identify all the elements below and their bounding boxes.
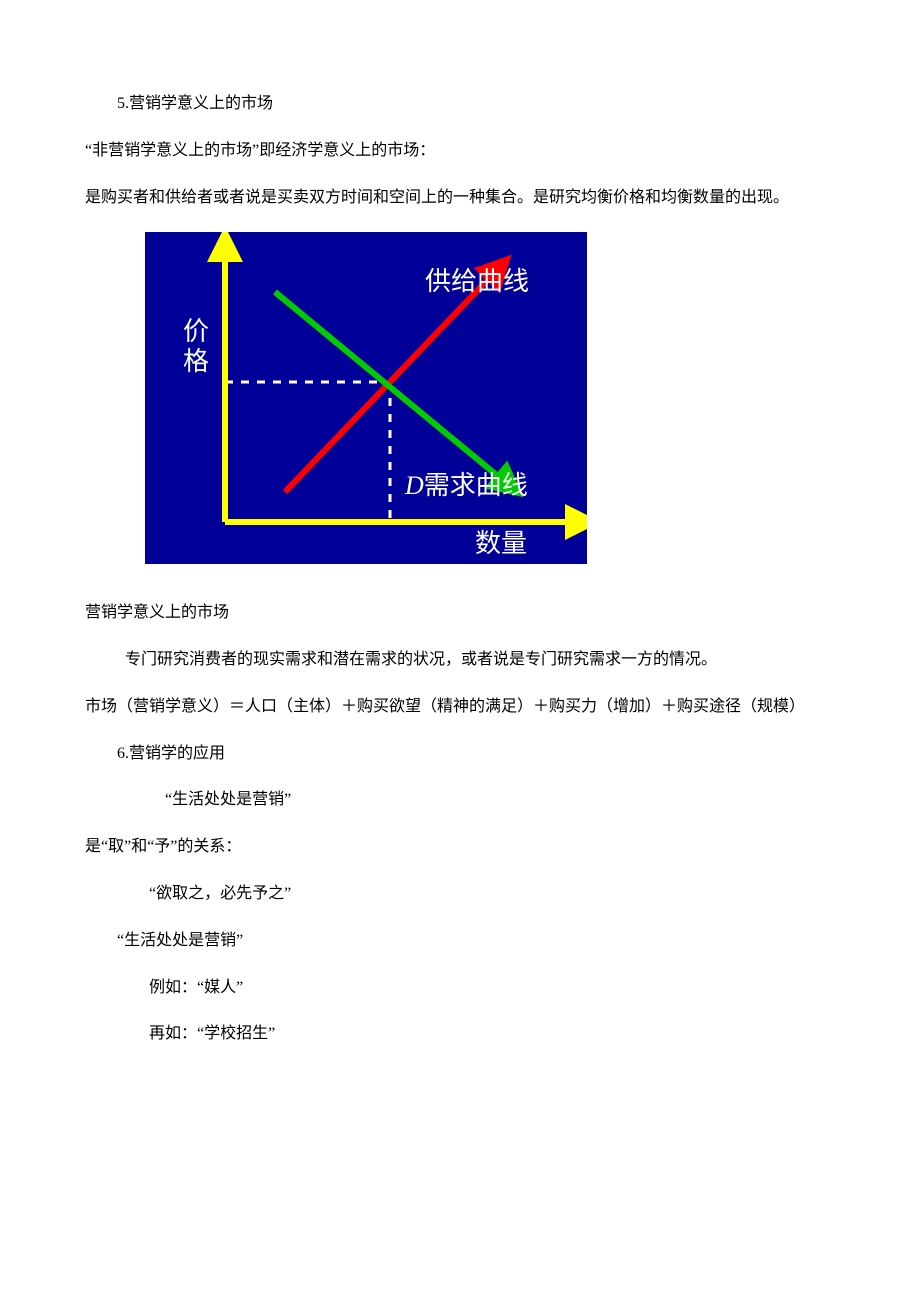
marketing-market-formula: 市场（营销学意义）＝人口（主体）＋购买欲望（精神的满足）＋购买力（增加）＋购买途… <box>85 693 835 722</box>
example-matchmaker: 例如：“媒人” <box>85 974 835 1003</box>
supply-demand-svg: 价格数量 供给曲线 D需求曲线 <box>145 232 587 564</box>
quote-life-marketing-1: “生活处处是营销” <box>85 786 835 815</box>
svg-text:价: 价 <box>183 317 209 346</box>
example-school: 再如：“学校招生” <box>85 1020 835 1049</box>
marketing-market-p1-text: 专门研究消费者的现实需求和潜在需求的状况，或者说是专门研究需求一方的情况。 <box>125 651 717 668</box>
para-econ-market-def: “非营销学意义上的市场”即经济学意义上的市场： <box>85 137 835 166</box>
para-econ-market-desc: 是购买者和供给者或者说是买卖双方时间和空间上的一种集合。是研究均衡价格和均衡数量… <box>85 184 835 213</box>
section-5-title: 5.营销学意义上的市场 <box>85 90 835 119</box>
svg-text:供给曲线: 供给曲线 <box>425 267 529 296</box>
svg-text:D需求曲线: D需求曲线 <box>404 471 528 500</box>
section-6-title: 6.营销学的应用 <box>85 740 835 769</box>
marketing-market-title: 营销学意义上的市场 <box>85 599 835 628</box>
quote-give-first: “欲取之，必先予之” <box>85 880 835 909</box>
marketing-market-p1: 专门研究消费者的现实需求和潜在需求的状况，或者说是专门研究需求一方的情况。 <box>85 646 835 675</box>
svg-text:格: 格 <box>183 347 209 376</box>
quote-take-give: 是“取”和“予”的关系： <box>85 833 835 862</box>
supply-demand-chart: 价格数量 供给曲线 D需求曲线 <box>145 232 835 575</box>
quote-life-marketing-2: “生活处处是营销” <box>85 927 835 956</box>
svg-text:数量: 数量 <box>475 529 527 558</box>
